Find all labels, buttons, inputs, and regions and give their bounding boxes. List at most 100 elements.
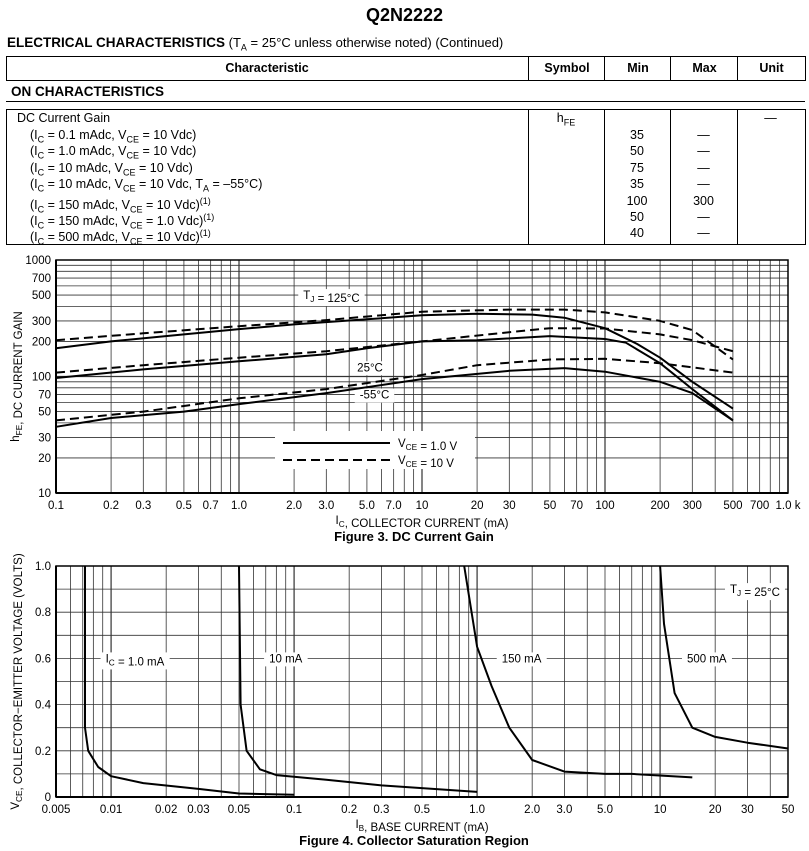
legend-box (275, 431, 475, 469)
condition-text: (IC = 0.1 mAdc, VCE = 10 Vdc) (30, 128, 197, 145)
x-tick-label: 1.0 k (776, 500, 801, 512)
x-tick-label: 700 (750, 500, 769, 512)
x-tick-label: 20 (471, 500, 484, 512)
x-tick-label: 0.1 (48, 500, 64, 512)
annotation-label: TJ = 125°C (303, 290, 359, 305)
series-line (55, 327, 734, 374)
condition-text: (IC = 10 mAdc, VCE = 10 Vdc, TA = –55°C) (30, 177, 263, 194)
condition-text: (IC = 150 mAdc, VCE = 1.0 Vdc)(1) (30, 212, 215, 231)
y-tick-label: 200 (32, 336, 51, 348)
y-tick-label: 1000 (25, 255, 51, 267)
condition-text: (IC = 500 mAdc, VCE = 10 Vdc)(1) (30, 228, 211, 248)
min-value: 50 (630, 144, 644, 159)
x-axis-title: IB, BASE CURRENT (mA) (355, 819, 488, 834)
x-tick-label: 0.5 (414, 804, 430, 816)
max-value: — (697, 128, 710, 142)
annotation-bg (298, 289, 365, 307)
min-value: 100 (626, 193, 648, 208)
table-border (6, 56, 806, 81)
figure-caption: Figure 3. DC Current Gain (334, 529, 494, 544)
x-tick-label: 1.0 (231, 500, 247, 512)
annotation-label: 10 mA (269, 653, 303, 665)
param-label: DC Current Gain (17, 111, 111, 125)
x-tick-label: 0.2 (103, 500, 119, 512)
annotation-bg (352, 361, 388, 376)
min-value: 75 (630, 160, 644, 175)
section-title: ELECTRICAL CHARACTERISTICS (7, 35, 226, 50)
x-tick-label: 2.0 (286, 500, 302, 512)
group-heading: ON CHARACTERISTICS (11, 84, 165, 99)
max-value: — (697, 160, 710, 175)
annotation-label: 500 mA (687, 653, 727, 665)
annotation-label: IC = 1.0 mA (106, 653, 165, 668)
min-value: 40 (630, 226, 644, 241)
col-line (604, 109, 605, 245)
x-tick-label: 10 (416, 500, 429, 512)
annotation-label: 25°C (357, 362, 383, 374)
annotation-bg (681, 652, 732, 667)
x-tick-label: 70 (570, 500, 583, 512)
y-axis-title: VCE, COLLECTOR−EMITTER VOLTAGE (VOLTS) (10, 553, 25, 810)
y-tick-label: 20 (38, 453, 51, 465)
x-tick-label: 100 (595, 500, 614, 512)
max-value: — (697, 177, 710, 192)
y-tick-label: 10 (38, 488, 51, 500)
group-divider (6, 101, 805, 102)
x-tick-label: 50 (782, 804, 795, 816)
section-condition: (TA = 25°C unless otherwise noted) (Cont… (228, 35, 504, 53)
x-tick-label: 0.3 (135, 500, 151, 512)
x-axis-title: IC, COLLECTOR CURRENT (mA) (336, 515, 509, 530)
y-tick-label: 300 (32, 316, 51, 328)
series-line (659, 565, 789, 750)
col-line (528, 109, 529, 245)
max-value: 300 (693, 193, 714, 208)
x-tick-label: 1.0 (469, 804, 485, 816)
max-value: — (697, 210, 710, 224)
min-value: 35 (630, 128, 644, 142)
y-tick-label: 1.0 (35, 561, 51, 573)
y-tick-label: 700 (32, 273, 51, 285)
max-value: — (697, 144, 710, 159)
condition-text: (IC = 1.0 mAdc, VCE = 10 Vdc) (30, 144, 197, 161)
y-tick-label: 0.6 (35, 653, 51, 665)
y-axis-title: hFE, DC CURRENT GAIN (10, 311, 25, 442)
figure-3-dc-current-gain: 0.1 0.2 0.3 0.5 0.7 1.0 2.0 3.0 5.0 7.0 10 20 30 50 70… (10, 255, 801, 544)
x-tick-label: 30 (503, 500, 516, 512)
x-tick-label: 200 (650, 500, 669, 512)
annotation-bg (496, 652, 547, 667)
x-tick-label: 10 (654, 804, 667, 816)
header-symbol: Symbol (528, 57, 605, 80)
annotation-label: TJ = 25°C (730, 584, 780, 599)
symbol-hfe: hFE (556, 111, 576, 128)
y-tick-label: 0.4 (35, 700, 52, 712)
y-tick-label: 500 (32, 290, 51, 302)
x-tick-label: 0.7 (203, 500, 219, 512)
min-value: 50 (630, 210, 644, 224)
table-bottom (6, 244, 805, 245)
x-tick-label: 0.05 (228, 804, 250, 816)
x-tick-label: 0.1 (286, 804, 302, 816)
y-tick-label: 30 (38, 432, 51, 444)
y-tick-label: 100 (32, 372, 51, 384)
figure-4-collector-saturation: 0.005 0.01 0.02 0.03 0.05 0.1 0.2 0.3 0.5 1.0 2.0 3… (10, 553, 795, 848)
series-line (238, 565, 478, 793)
min-value: 35 (630, 177, 644, 192)
annotation-bg (100, 652, 170, 670)
annotation-label: -55°C (360, 390, 390, 402)
figure-caption: Figure 4. Collector Saturation Region (299, 833, 529, 848)
x-tick-label: 20 (709, 804, 722, 816)
x-tick-label: 300 (683, 500, 702, 512)
x-tick-label: 5.0 (359, 500, 375, 512)
body-divider (6, 109, 805, 110)
annotation-label: 150 mA (502, 653, 542, 665)
annotation-bg (354, 388, 395, 403)
x-tick-label: 50 (544, 500, 557, 512)
y-tick-label: 0 (45, 792, 51, 804)
x-tick-label: 30 (741, 804, 754, 816)
col-line (805, 109, 806, 245)
x-tick-label: 2.0 (524, 804, 540, 816)
header-max: Max (670, 57, 738, 80)
y-tick-label: 50 (38, 407, 51, 419)
series-line (84, 566, 295, 796)
legend-label: VCE = 1.0 V (398, 438, 457, 453)
